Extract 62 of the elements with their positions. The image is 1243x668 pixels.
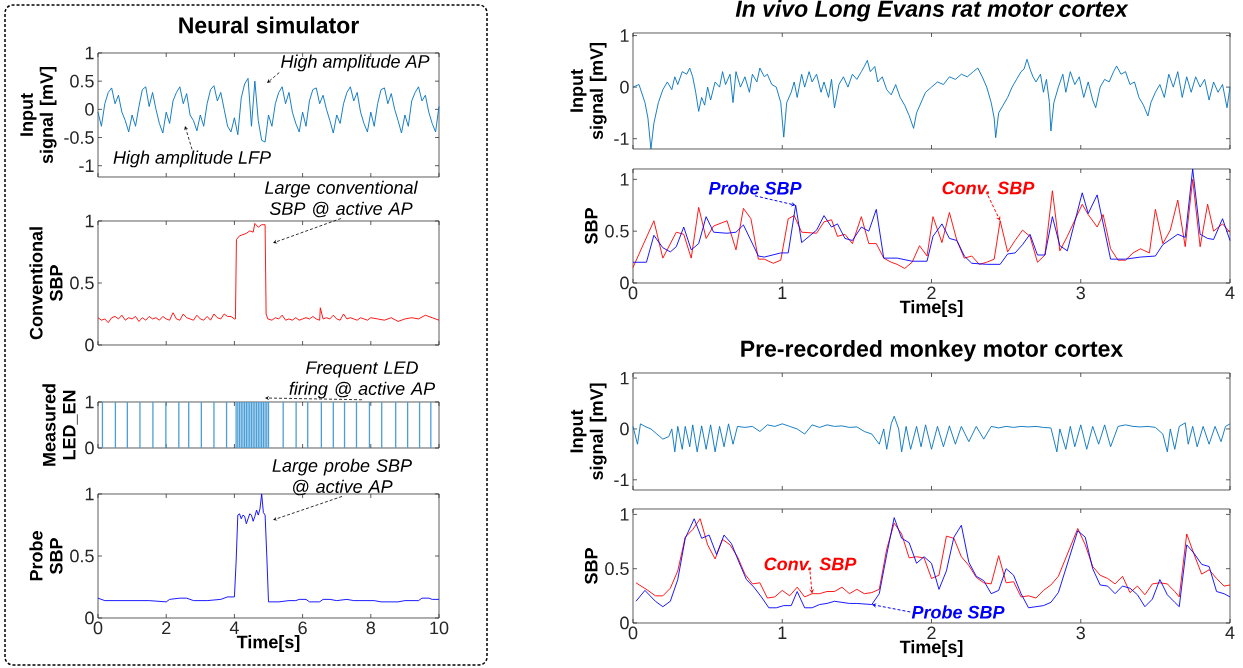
x-tick-label: 6 (298, 621, 307, 635)
annotation: High amplitude AP (281, 54, 430, 72)
x-tick-label: 4 (1225, 286, 1235, 299)
chart-title: Neural simulator (179, 16, 359, 34)
series-label: Conv. SBP (942, 181, 1035, 195)
y-tick-label: -0.5 (64, 131, 94, 144)
y-tick-label: 1 (620, 173, 629, 186)
x-tick-label: 8 (366, 621, 376, 635)
y-tick-label: 0 (85, 338, 94, 352)
chart-title: In vivo Long Evans rat motor cortex (735, 0, 1129, 22)
y-axis-title: Input signal [mV] (20, 66, 57, 164)
y-tick-label: 1 (85, 395, 94, 409)
line-series (97, 77, 440, 143)
x-axis-title: Time[s] (899, 640, 963, 657)
x-tick-label: 2 (927, 626, 936, 640)
x-axis-title: Time[s] (236, 635, 300, 652)
x-tick-label: 1 (778, 286, 787, 299)
x-tick-label: 2 (927, 286, 936, 300)
x-tick-label: 10 (430, 621, 449, 635)
y-axis-title: Input signal [mV] (570, 42, 607, 140)
y-axis-title: Measured LED_EN (42, 384, 78, 466)
y-tick-label: -1 (614, 473, 629, 486)
x-tick-label: 4 (1225, 626, 1235, 639)
text: Frequent LED firing @ active AP (289, 361, 436, 399)
x-axis-title: Time[s] (899, 300, 963, 317)
y-tick-label: 0 (85, 611, 94, 625)
y-tick-label: 0 (620, 80, 629, 94)
y-tick-label: 0 (620, 422, 629, 436)
x-tick-label: 3 (1076, 286, 1085, 300)
y-tick-label: 1 (85, 46, 94, 60)
x-tick-label: 2 (162, 621, 171, 635)
y-axis-title: SBP (584, 208, 598, 244)
y-tick-label: 0.5 (70, 74, 94, 88)
y-axis-title: Probe SBP (29, 531, 63, 581)
text: Large conventional SBP @ active AP (265, 180, 418, 218)
series-label: Probe SBP (708, 181, 802, 195)
annotation: High amplitude LFP (113, 150, 271, 168)
y-axis-title: SBP (584, 548, 598, 584)
y-tick-label: 1 (620, 371, 629, 385)
series-label: Conv. SBP (764, 557, 857, 571)
legend-label: Probe SBP (911, 605, 1005, 619)
x-tick-label: 3 (1076, 626, 1085, 640)
y-axis-title: Input signal [mV] (570, 383, 607, 480)
y-tick-label: 1 (620, 29, 629, 42)
y-tick-label: 0.5 (605, 562, 629, 576)
y-tick-label: 1 (85, 487, 94, 501)
x-tick-label: 1 (778, 626, 787, 639)
y-tick-label: 1 (620, 508, 629, 521)
y-tick-label: -1 (79, 159, 94, 172)
line-series (632, 415, 1231, 453)
chart-title: Pre-recorded monkey motor cortex (741, 340, 1124, 362)
y-axis-title: Conventional SBP (29, 227, 63, 340)
y-tick-label: 0.5 (70, 276, 94, 290)
y-tick-label: 0 (620, 276, 629, 290)
y-tick-label: 0 (85, 102, 94, 116)
x-tick-label: 4 (229, 621, 239, 634)
y-tick-label: 1 (85, 214, 94, 228)
y-tick-label: -1 (614, 132, 629, 145)
y-tick-label: 0.5 (605, 224, 629, 238)
y-tick-label: 0 (85, 441, 94, 455)
annotation: Large probe SBP @ active AP (272, 458, 412, 496)
y-tick-label: 0.5 (70, 549, 94, 563)
